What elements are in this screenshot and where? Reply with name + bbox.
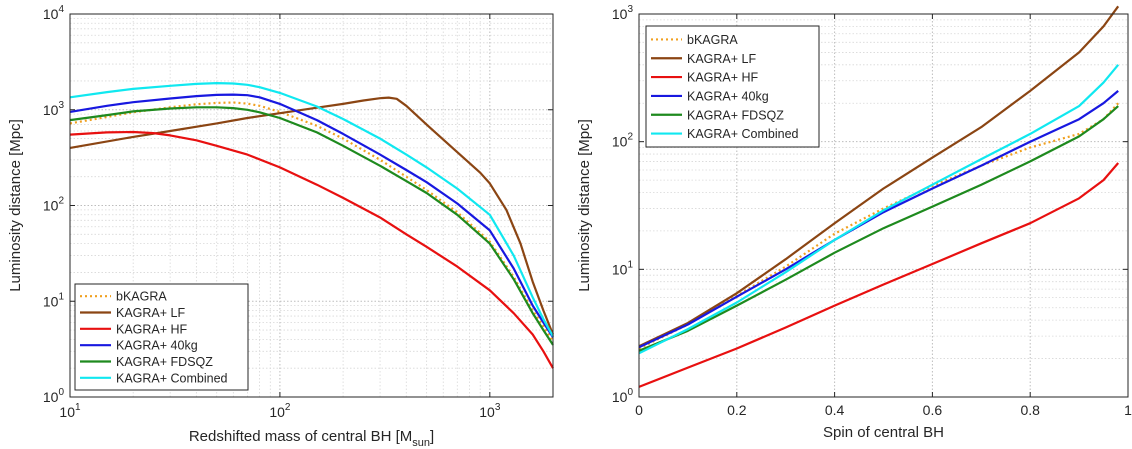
series-line-kagra-40kg: [69, 93, 554, 338]
y-tick-label: 101: [612, 259, 634, 277]
x-tick-label: 0.8: [1020, 402, 1040, 418]
y-tick-label: 102: [612, 132, 634, 150]
legend-label: KAGRA+ HF: [687, 71, 759, 85]
tick-exponent: 1: [58, 291, 64, 302]
y-tick-label: 100: [43, 387, 65, 405]
tick-base: 10: [43, 389, 59, 405]
y-tick-label: 100: [612, 387, 634, 405]
y-axis-label: Luminosity distance [Mpc]: [576, 119, 593, 292]
x-tick-label: 101: [59, 402, 81, 420]
tick-exponent: 3: [495, 402, 501, 413]
tick-base: 10: [59, 404, 75, 420]
x-tick-label: 0.4: [825, 402, 845, 418]
x-tick-label: 1: [1124, 402, 1132, 418]
x-axis-label-part: ]: [430, 428, 434, 445]
y-tick-label: 103: [43, 100, 65, 118]
legend: bKAGRA KAGRA+ LF KAGRA+ HF KAGRA+ 40kg KAGRA…: [645, 25, 820, 148]
x-axis-label: Redshifted mass of central BH [Msun]: [189, 428, 434, 449]
tick-exponent: 1: [75, 402, 81, 413]
tick-exponent: 2: [58, 196, 64, 207]
tick-base: 10: [43, 102, 59, 118]
tick-exponent: 4: [58, 4, 64, 15]
legend-label: KAGRA+ LF: [687, 52, 756, 66]
series-line-kagra-40kg: [638, 90, 1119, 349]
series-line-kagra-combined: [69, 82, 554, 337]
legend-label: bKAGRA: [687, 33, 738, 47]
tick-exponent: 0: [627, 387, 633, 398]
legend: bKAGRA KAGRA+ LF KAGRA+ HF KAGRA+ 40kg KAGRA…: [74, 283, 249, 391]
x-tick-label: 0: [635, 402, 643, 418]
legend-label: bKAGRA: [116, 290, 167, 304]
tick-base: 10: [43, 293, 59, 309]
tick-base: 10: [43, 6, 59, 22]
series-line-kagra-fdsqz: [69, 106, 554, 346]
series-line-kagra-fdsqz: [638, 105, 1119, 352]
tick-base: 10: [43, 198, 59, 214]
tick-base: 10: [479, 404, 495, 420]
y-tick-label: 104: [43, 4, 65, 22]
legend-label: KAGRA+ FDSQZ: [116, 355, 213, 369]
tick-exponent: 3: [58, 100, 64, 111]
tick-base: 10: [612, 261, 628, 277]
legend-label: KAGRA+ HF: [116, 322, 188, 336]
x-tick-label: 102: [269, 402, 291, 420]
series-line-bkagra: [69, 101, 554, 343]
y-tick-label: 101: [43, 291, 65, 309]
legend-box: [645, 25, 820, 148]
series-line-kagra-combined: [638, 64, 1120, 355]
x-axis-label-part: sun: [412, 437, 430, 449]
legend-label: KAGRA+ Combined: [687, 127, 799, 141]
axes-frame: [638, 13, 1129, 398]
x-tick-label: 0.2: [727, 402, 747, 418]
legend-box: [74, 283, 249, 391]
y-tick-label: 102: [43, 196, 65, 214]
x-tick-label: 103: [479, 402, 501, 420]
tick-base: 10: [269, 404, 285, 420]
x-axis-label: Spin of central BH: [823, 424, 944, 441]
legend-label: KAGRA+ LF: [116, 306, 185, 320]
legend-label: KAGRA+ FDSQZ: [687, 108, 784, 122]
tick-base: 10: [612, 6, 628, 22]
tick-exponent: 2: [627, 132, 633, 143]
series-line-kagra-lf: [69, 96, 555, 335]
legend-label: KAGRA+ Combined: [116, 371, 228, 385]
y-axis-label: Luminosity distance [Mpc]: [7, 119, 24, 292]
legend-label: KAGRA+ 40kg: [687, 89, 769, 103]
tick-exponent: 3: [627, 4, 633, 15]
x-tick-label: 0.6: [923, 402, 943, 418]
series-line-kagra-hf: [638, 162, 1120, 388]
tick-exponent: 0: [58, 387, 64, 398]
tick-base: 10: [612, 134, 628, 150]
series-line-kagra-hf: [69, 130, 554, 369]
series-line-kagra-lf: [638, 5, 1120, 348]
tick-exponent: 1: [627, 259, 633, 270]
legend-label: KAGRA+ 40kg: [116, 339, 198, 353]
tick-exponent: 2: [285, 402, 291, 413]
x-axis-label-part: Redshifted mass of central BH [M: [189, 428, 412, 445]
y-tick-label: 103: [612, 4, 634, 22]
tick-base: 10: [612, 389, 628, 405]
